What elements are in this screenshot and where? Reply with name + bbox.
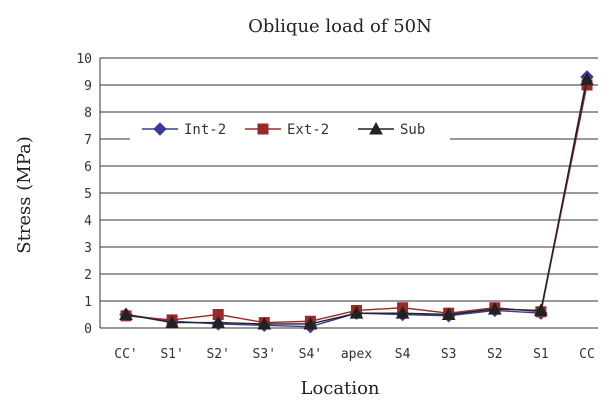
y-tick-label: 9 (84, 79, 92, 94)
tick-labels: 0 1 2 3 4 5 6 7 8 9 10 CC' S1' S2' S3' S4' apex S4 S3 S2 S1 C… (76, 52, 594, 362)
data-point-sub (349, 306, 364, 319)
data-point-sub (257, 316, 272, 330)
y-tick-label: 1 (84, 295, 92, 310)
data-point-sub (211, 315, 226, 329)
x-tick-label: S4' (299, 347, 322, 362)
x-tick-label: S4 (395, 347, 411, 362)
x-tick-label: S3 (441, 347, 457, 362)
data-point-sub (303, 316, 318, 330)
data-point-sub (395, 306, 410, 319)
y-tick-label: 10 (76, 52, 92, 67)
y-axis-label: Stress (MPa) (14, 136, 35, 254)
data-point-sub (441, 307, 456, 320)
data-point-sub (534, 303, 548, 316)
chart-title: Oblique load of 50N (248, 16, 432, 37)
y-tick-label: 2 (84, 268, 92, 283)
y-tick-label: 4 (84, 214, 92, 229)
grid (99, 57, 598, 329)
x-tick-label: S2' (206, 347, 229, 362)
legend-label: Int-2 (184, 122, 226, 138)
x-tick-label: S1 (533, 347, 549, 362)
x-tick-label: apex (341, 347, 372, 362)
legend-marker (369, 121, 383, 135)
series (119, 70, 594, 334)
y-tick-label: 5 (84, 187, 92, 202)
y-tick-label: 6 (84, 160, 92, 175)
x-tick-label: CC' (114, 347, 137, 362)
x-tick-label: S2 (487, 347, 503, 362)
legend-marker (153, 122, 167, 136)
x-tick-label: CC (579, 347, 595, 362)
y-tick-label: 3 (84, 241, 92, 256)
y-tick-label: 7 (84, 133, 92, 148)
legend-label: Sub (400, 122, 425, 138)
legend: Int-2 Ext-2 Sub (130, 113, 450, 143)
data-point-sub (580, 72, 594, 86)
x-tick-label: S1' (160, 347, 183, 362)
data-point-sub (119, 307, 133, 320)
y-tick-label: 0 (84, 322, 92, 337)
x-tick-label: S3' (253, 347, 276, 362)
legend-label: Ext-2 (287, 122, 329, 138)
y-tick-label: 8 (84, 106, 92, 121)
legend-marker (257, 123, 269, 135)
x-axis-label: Location (300, 378, 379, 399)
legend-background (130, 113, 450, 143)
data-point-sub (487, 302, 502, 315)
data-point-sub (165, 315, 179, 329)
